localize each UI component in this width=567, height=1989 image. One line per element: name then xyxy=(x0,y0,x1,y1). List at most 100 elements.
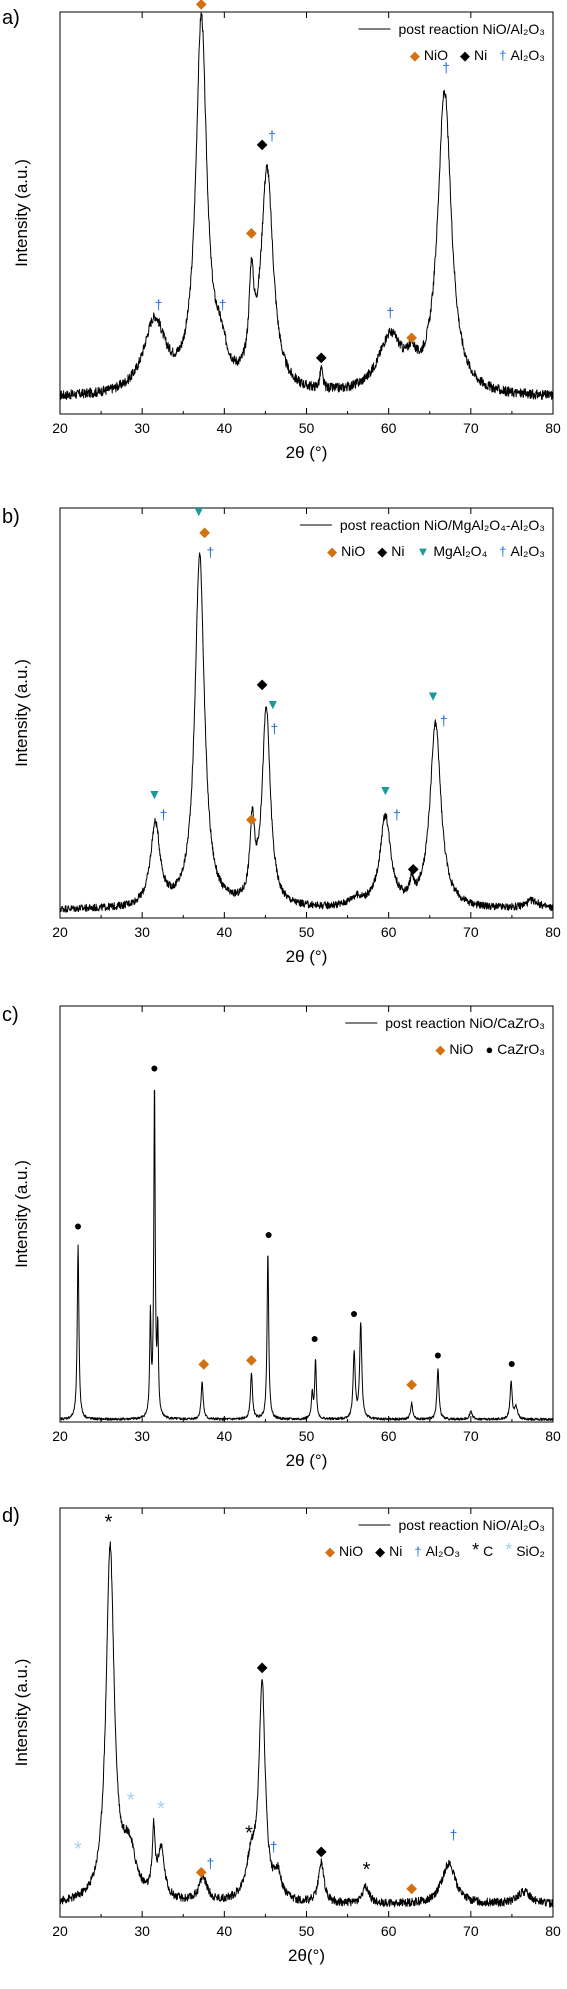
legend-item: ◆ NiO xyxy=(325,1543,363,1559)
peak-marker-nio: ◆ xyxy=(406,1376,417,1392)
x-tick-label: 70 xyxy=(463,1428,479,1444)
legend-symbol: ◆ xyxy=(327,544,337,559)
peak-marker-ni: ◆ xyxy=(257,1659,268,1675)
peak-marker-cazro3: ● xyxy=(350,1305,358,1321)
peak-marker-mgal2o4: ▼ xyxy=(148,786,162,802)
legend-item: ● CaZrO₃ xyxy=(485,1041,545,1057)
peak-marker-nio: ◆ xyxy=(198,1355,209,1371)
x-tick-label: 20 xyxy=(52,1428,68,1444)
x-axis-title: 2θ (°) xyxy=(286,947,328,966)
legend-item: † Al₂O₃ xyxy=(499,47,545,63)
legend-item: ◆ NiO xyxy=(410,47,448,63)
x-axis-title: 2θ (°) xyxy=(286,1451,328,1470)
x-tick-label: 40 xyxy=(217,1923,233,1939)
legend-label: Al₂O₃ xyxy=(426,1543,460,1559)
peak-marker-c: * xyxy=(245,1822,253,1844)
peak-marker-al2o3: † xyxy=(206,544,214,560)
peak-marker-ni: ◆ xyxy=(408,860,419,876)
x-axis-title: 2θ (°) xyxy=(286,443,328,462)
x-tick-label: 30 xyxy=(134,924,150,940)
legend-item: † Al₂O₃ xyxy=(414,1543,460,1559)
panel-label: a) xyxy=(2,7,20,29)
x-tick-label: 60 xyxy=(381,1923,397,1939)
peak-marker-ni: ◆ xyxy=(257,675,268,691)
x-tick-label: 50 xyxy=(299,1428,315,1444)
panel-label: b) xyxy=(2,506,20,528)
legend-item: ◆ NiO xyxy=(435,1041,473,1057)
y-axis-title: Intensity (a.u.) xyxy=(12,1160,31,1268)
plot-frame xyxy=(59,507,554,919)
legend-label: C xyxy=(483,1543,493,1559)
peak-marker-cazro3: ● xyxy=(434,1347,442,1363)
legend-label: NiO xyxy=(449,1041,473,1057)
peak-marker-al2o3: † xyxy=(268,128,276,144)
peak-marker-ni: ◆ xyxy=(316,349,327,365)
legend-label: CaZrO₃ xyxy=(497,1041,545,1057)
x-tick-label: 80 xyxy=(545,420,561,436)
x-tick-label: 50 xyxy=(299,924,315,940)
x-tick-label: 20 xyxy=(52,420,68,436)
peak-marker-ni: ◆ xyxy=(316,1843,327,1859)
peak-marker-nio: ◆ xyxy=(406,329,417,345)
plot-frame xyxy=(59,1005,554,1423)
legend-item: ◆ NiO xyxy=(327,543,365,559)
legend-item: ▼ MgAl₂O₄ xyxy=(416,543,487,559)
x-tick-label: 30 xyxy=(134,420,150,436)
x-tick-label: 70 xyxy=(463,420,479,436)
peak-marker-mgal2o4: ▼ xyxy=(426,688,440,704)
x-tick-label: 30 xyxy=(134,1923,150,1939)
x-tick-label: 80 xyxy=(545,1923,561,1939)
x-tick-label: 60 xyxy=(381,420,397,436)
legend-label: NiO xyxy=(424,47,448,63)
x-tick-label: 80 xyxy=(545,1428,561,1444)
legend-symbol: * xyxy=(505,1540,512,1560)
peak-marker-al2o3: † xyxy=(219,296,227,312)
peak-marker-sio2: * xyxy=(74,1839,82,1861)
peak-marker-al2o3: † xyxy=(442,59,450,75)
peak-marker-al2o3: † xyxy=(393,807,401,823)
legend-item: † Al₂O₃ xyxy=(499,543,545,559)
peak-marker-sio2: * xyxy=(157,1798,165,1820)
peak-marker-ni: ◆ xyxy=(257,136,268,152)
peak-marker-c: * xyxy=(363,1859,371,1881)
legend-label: Al₂O₃ xyxy=(511,47,545,63)
legend-label: NiO xyxy=(339,1543,363,1559)
peak-marker-al2o3: † xyxy=(270,1839,278,1855)
legend-item: * C xyxy=(472,1540,493,1560)
legend-symbol: ◆ xyxy=(410,48,420,63)
peak-marker-c: * xyxy=(105,1511,113,1533)
legend-symbol: ▼ xyxy=(416,544,429,559)
legend-label: Al₂O₃ xyxy=(511,543,545,559)
peak-marker-cazro3: ● xyxy=(508,1355,516,1371)
plot-frame xyxy=(59,11,554,415)
legend-item: ◆ Ni xyxy=(375,1543,402,1559)
peak-marker-cazro3: ● xyxy=(264,1226,272,1242)
peak-marker-mgal2o4: ▼ xyxy=(192,503,206,519)
x-tick-label: 70 xyxy=(463,1923,479,1939)
peak-marker-nio: ◆ xyxy=(196,0,207,11)
peak-marker-nio: ◆ xyxy=(406,1879,417,1895)
x-axis-title: 2θ(°) xyxy=(288,1946,325,1965)
legend-symbol: * xyxy=(472,1540,479,1560)
legend-series-label: post reaction NiO/Al₂O₃ xyxy=(398,21,545,37)
peak-marker-cazro3: ● xyxy=(150,1060,158,1076)
legend-symbol: ◆ xyxy=(325,1544,335,1559)
legend-symbol: ◆ xyxy=(375,1544,385,1559)
peak-marker-al2o3: † xyxy=(155,296,163,312)
diffraction-pattern-line xyxy=(59,12,554,400)
y-axis-title: Intensity (a.u.) xyxy=(12,159,31,267)
peak-marker-al2o3: † xyxy=(160,807,168,823)
legend-symbol: ◆ xyxy=(460,48,470,63)
peak-marker-nio: ◆ xyxy=(246,1351,257,1367)
panel-label: c) xyxy=(2,1004,19,1026)
x-tick-label: 50 xyxy=(299,1923,315,1939)
peak-marker-nio: ◆ xyxy=(246,224,257,240)
diffraction-pattern-line xyxy=(59,1541,554,1908)
legend-label: Ni xyxy=(389,1543,402,1559)
peak-marker-al2o3: † xyxy=(450,1826,458,1842)
